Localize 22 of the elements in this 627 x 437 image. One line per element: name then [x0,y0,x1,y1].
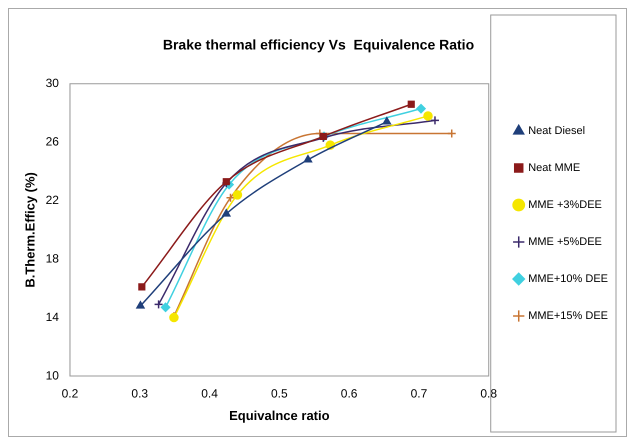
x-axis-title: Equivalnce ratio [229,408,330,423]
legend-label: Neat MME [528,162,580,174]
x-tick-label: 0.8 [480,386,498,401]
y-axis-title: B.Therm.Efficy (%) [22,172,38,288]
legend-label: MME +5%DEE [528,236,602,248]
x-tick-label: 0.4 [201,386,218,401]
y-tick-label: 26 [46,134,60,149]
x-tick-label: 0.2 [62,386,79,401]
x-tick-label: 0.7 [410,386,428,401]
x-tick-label: 0.3 [131,386,148,401]
y-tick-label: 14 [46,310,60,324]
legend-label: MME+10% DEE [528,273,608,286]
chart-title: Brake thermal efficiency Vs Equivalence Ratio [162,36,474,52]
y-tick-label: 18 [46,251,60,266]
y-tick-label: 30 [46,76,60,90]
x-tick-label: 0.6 [340,386,358,401]
y-tick-label: 22 [46,192,60,207]
y-tick-label: 10 [46,368,60,382]
legend-label: Neat Diesel [528,125,586,138]
legend-label: MME+15% DEE [528,310,608,322]
legend-label: MME +3%DEE [528,199,602,212]
x-tick-label: 0.5 [270,386,288,401]
